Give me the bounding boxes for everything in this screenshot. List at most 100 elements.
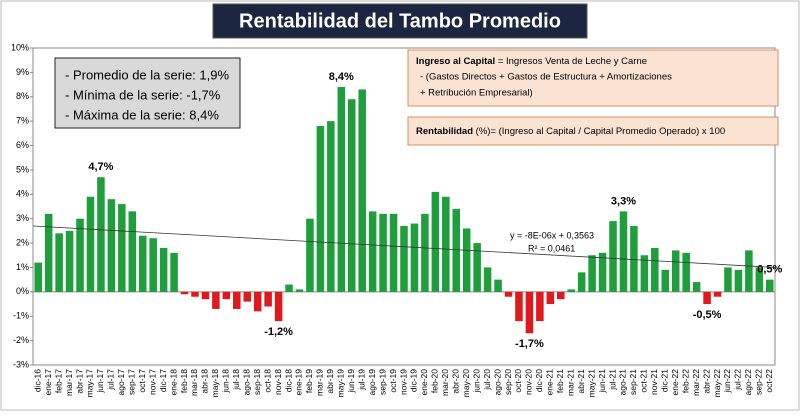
formula-term: Ingreso al Capital [416,56,495,67]
x-tick-label: sep-17 [127,369,137,395]
bar [734,269,743,292]
x-tick-label: abr-21 [576,369,586,394]
y-tick-label: 8% [16,91,29,101]
bar [316,126,325,292]
value-label: 8,4% [329,71,354,83]
bar [682,252,690,292]
x-tick-label: mar-18 [189,369,199,396]
bar [347,99,356,292]
x-tick-label: mar-17 [64,369,74,396]
x-tick-label: oct-19 [388,369,398,393]
bar [421,213,429,292]
bar [233,291,241,309]
x-tick-label: abr-18 [200,369,210,394]
x-tick-label: sep-19 [377,369,387,395]
bar [159,247,168,292]
x-tick-label: oct-21 [639,369,649,393]
stats-line: - Máxima de la serie: 8,4% [65,107,219,122]
x-tick-label: nov-19 [398,369,408,395]
bar [306,218,314,292]
bar [97,177,105,292]
formula-box [407,49,779,107]
bar [410,223,419,292]
x-tick-label: nov-18 [273,369,283,395]
x-tick-label: may-20 [461,369,471,398]
bar [118,204,126,292]
x-tick-label: mar-20 [440,369,450,396]
x-tick-label: feb-19 [304,369,314,393]
value-label: -0,5% [693,309,722,321]
stats-box [54,57,241,129]
bar [149,238,157,292]
bar [337,87,346,292]
x-tick-label: jul-18 [231,369,241,391]
bar [295,289,304,292]
x-tick-label: oct-18 [262,369,272,393]
x-tick-label: jun-18 [221,369,231,394]
x-tick-label: nov-21 [649,369,659,395]
x-tick-label: dic-16 [32,369,42,392]
trendline [32,225,776,268]
bar [473,243,481,292]
bar [170,252,178,292]
y-tick-label: -3% [13,359,29,369]
value-label: 4,7% [88,161,113,173]
bar [494,279,502,292]
bar [577,272,586,292]
bar [400,226,408,292]
bar [65,230,74,292]
bar [515,291,523,322]
plot-area [32,47,776,366]
formula-text: = Ingresos Venta de Leche y Carne [495,56,647,67]
bar [609,221,617,292]
x-tick-label: ago-18 [241,369,251,396]
bar [55,233,63,292]
y-tick-label: 2% [16,237,29,247]
x-tick-label: feb-20 [430,369,440,393]
y-tick-label: 9% [16,67,29,77]
bar [358,89,366,292]
x-tick-label: jul-20 [482,369,492,391]
x-tick-label: sep-21 [628,369,638,395]
bar [264,291,272,307]
bar [630,226,638,292]
x-tick-label: may-19 [336,369,346,398]
x-tick-label: nov-20 [524,369,534,395]
x-tick-label: may-18 [210,369,220,398]
bar [128,211,137,292]
x-tick-label: ago-22 [743,369,753,396]
trend-equation: y = -8E-06x + 0,3563 [510,230,594,240]
x-tick-label: abr-20 [451,369,461,394]
x-tick-label: ene-19 [294,369,304,396]
x-tick-label: jun-19 [346,369,356,394]
x-tick-label: oct-20 [513,369,523,393]
x-tick-label: dic-21 [660,369,670,392]
value-label: -1,2% [264,326,293,338]
bar [755,267,764,292]
x-tick-label: sep-20 [503,369,513,395]
formula-line: Ingreso al Capital = Ingresos Venta de L… [416,56,647,67]
bar [567,289,575,292]
x-tick-label: ene-20 [419,369,429,396]
x-tick-label: mar-21 [565,369,575,396]
bar [703,291,711,305]
bar [107,199,116,292]
x-tick-label: abr-19 [325,369,335,394]
x-tick-label: feb-17 [53,369,63,393]
x-tick-label: ago-20 [492,369,502,396]
bar [525,291,534,334]
trend-r2: R² = 0,0461 [528,243,575,253]
x-tick-label: jul-21 [607,369,617,391]
x-tick-label: may-22 [712,369,722,398]
rentabilidad-line: Rentabilidad (%)= (Ingreso al Capital / … [416,126,725,137]
bar [285,284,293,292]
bar [253,291,262,312]
x-tick-label: ene-18 [168,369,178,396]
value-label: 3,3% [611,195,636,207]
x-tick-label: abr-22 [701,369,711,394]
stats-line: - Mínima de la serie: -1,7% [65,87,221,102]
x-tick-label: nov-17 [147,369,157,395]
x-tick-label: dic-18 [283,369,293,392]
bar [536,291,544,322]
x-tick-label: feb-18 [179,369,189,393]
